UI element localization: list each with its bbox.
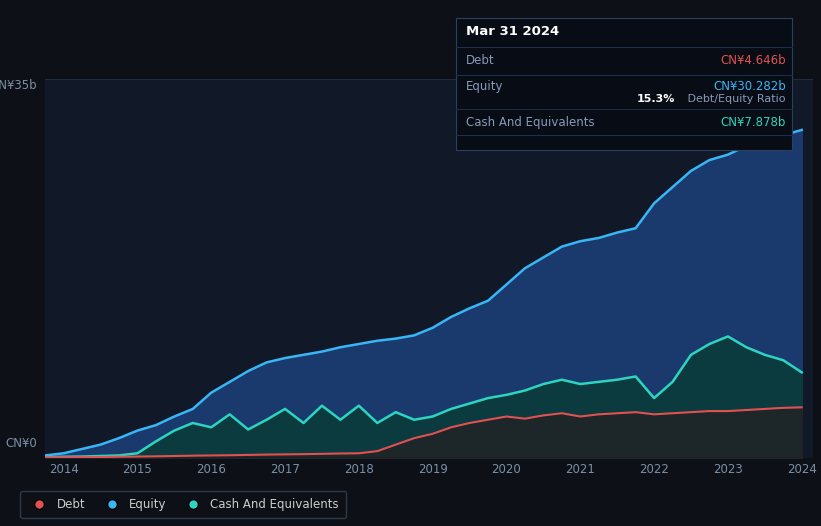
Text: CN¥0: CN¥0: [6, 437, 38, 450]
Text: Cash And Equivalents: Cash And Equivalents: [466, 116, 594, 128]
Legend: Debt, Equity, Cash And Equivalents: Debt, Equity, Cash And Equivalents: [21, 491, 346, 518]
Text: CN¥4.646b: CN¥4.646b: [720, 54, 786, 67]
Text: CN¥30.282b: CN¥30.282b: [713, 80, 786, 93]
Text: CN¥7.878b: CN¥7.878b: [720, 116, 786, 128]
Text: Debt/Equity Ratio: Debt/Equity Ratio: [684, 94, 786, 104]
Text: Equity: Equity: [466, 80, 503, 93]
Text: Mar 31 2024: Mar 31 2024: [466, 25, 559, 38]
Text: CN¥35b: CN¥35b: [0, 79, 38, 92]
Text: Debt: Debt: [466, 54, 494, 67]
Text: 15.3%: 15.3%: [636, 94, 675, 104]
